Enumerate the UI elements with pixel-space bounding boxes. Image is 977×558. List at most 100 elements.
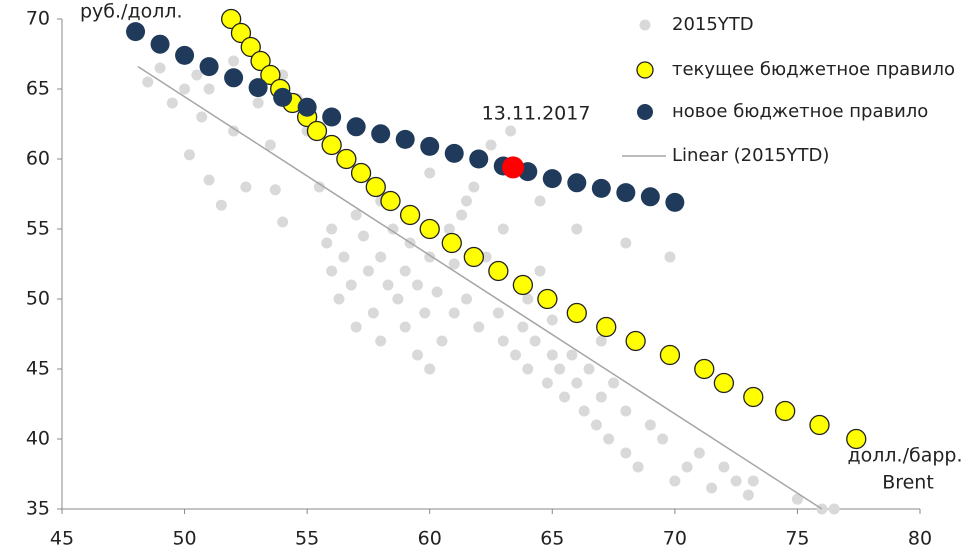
point (443, 223, 455, 235)
point (713, 372, 735, 394)
x-tick-label: 75 (785, 528, 809, 550)
point (468, 181, 480, 193)
point (420, 136, 440, 156)
point (616, 183, 636, 203)
point (326, 265, 338, 277)
point (522, 363, 534, 375)
point (154, 62, 166, 74)
point (566, 349, 578, 361)
point (444, 143, 464, 163)
point (228, 55, 240, 67)
x-tick-label: 45 (50, 528, 74, 550)
point (554, 363, 566, 375)
point (326, 223, 338, 235)
point (608, 377, 620, 389)
x-axis-label: Brent (882, 472, 934, 494)
point (297, 97, 317, 117)
point (224, 68, 244, 88)
point (411, 279, 423, 291)
point (220, 8, 242, 30)
point (718, 461, 730, 473)
point (460, 195, 472, 207)
point (473, 321, 485, 333)
highlight-point (502, 156, 525, 179)
point (541, 377, 553, 389)
point (382, 279, 394, 291)
point (659, 344, 681, 366)
point (199, 57, 219, 77)
point (142, 76, 154, 88)
point (264, 139, 276, 151)
point (497, 223, 509, 235)
point (640, 187, 660, 207)
point (333, 293, 345, 305)
point (175, 45, 195, 65)
point (463, 246, 484, 268)
point (620, 237, 632, 249)
point (485, 139, 497, 151)
point (456, 209, 468, 221)
point (566, 302, 587, 324)
point (644, 419, 656, 431)
point (375, 251, 387, 263)
point (492, 307, 504, 319)
point (346, 117, 366, 137)
point (365, 176, 386, 198)
point (431, 286, 443, 298)
point (694, 358, 715, 380)
point (488, 260, 509, 282)
point (230, 22, 252, 44)
point (590, 419, 602, 431)
annotation: 13.11.2017 (482, 103, 591, 125)
point (469, 149, 489, 169)
point (252, 97, 264, 109)
point (367, 307, 379, 319)
point (240, 181, 252, 193)
point (448, 307, 460, 319)
point (591, 178, 611, 198)
point (693, 447, 705, 459)
y-tick-label: 60 (26, 148, 50, 170)
point (424, 363, 436, 375)
point (215, 199, 227, 211)
point (625, 330, 646, 352)
point (775, 400, 796, 422)
point (512, 274, 534, 296)
point (387, 223, 399, 235)
point (150, 34, 170, 54)
point (571, 377, 583, 389)
point (669, 475, 681, 487)
point (179, 83, 191, 95)
y-axis-label: руб./долл. (80, 1, 183, 23)
x-tick-label: 55 (295, 528, 319, 550)
point (596, 316, 617, 338)
point (321, 134, 342, 156)
point (203, 83, 215, 95)
legend-label: Linear (2015YTD) (672, 145, 829, 166)
legend-label: 2015YTD (672, 14, 754, 35)
point (399, 321, 411, 333)
point (260, 64, 281, 86)
point (706, 482, 718, 494)
point (665, 192, 685, 212)
point (595, 335, 607, 347)
point (632, 461, 644, 473)
point (269, 184, 281, 196)
point (392, 293, 404, 305)
point (571, 223, 583, 235)
point (603, 433, 615, 445)
point (534, 265, 546, 277)
point (399, 265, 411, 277)
legend-label: новое бюджетное правило (672, 101, 928, 122)
point (441, 232, 462, 254)
point (620, 447, 632, 459)
point (313, 181, 325, 193)
point (542, 169, 562, 189)
point (537, 288, 558, 310)
point (196, 111, 208, 123)
point (460, 293, 472, 305)
point (358, 230, 370, 242)
point (743, 386, 764, 408)
point (419, 218, 440, 240)
point (345, 279, 357, 291)
